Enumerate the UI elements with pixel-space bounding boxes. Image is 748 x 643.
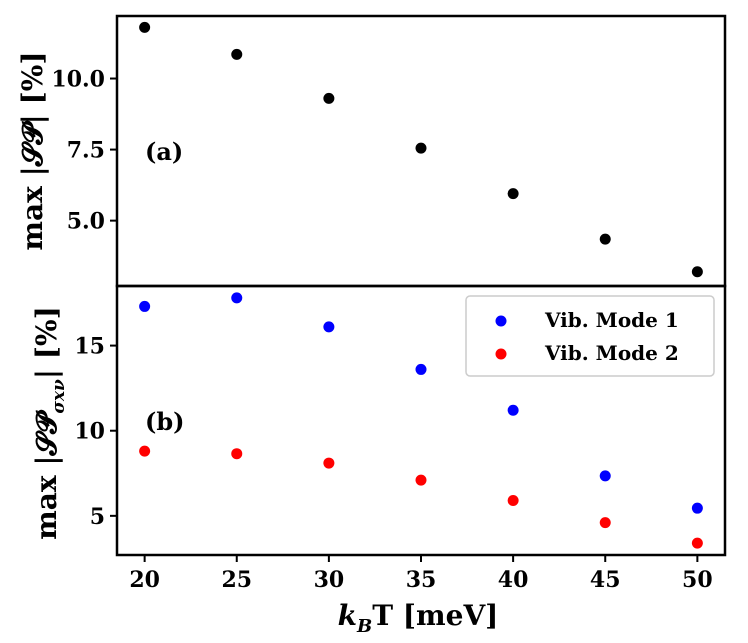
- xtick-label: 35: [406, 567, 437, 593]
- top-y-axis-label: max |𝓢𝓟| [%]: [16, 51, 49, 250]
- x-axis-label-main: k: [338, 599, 357, 632]
- top-ytick-label: 5.0: [67, 209, 105, 235]
- legend-label-mode-2: Vib. Mode 2: [544, 341, 679, 365]
- xtick-label: 30: [314, 567, 345, 593]
- bottom-series-2-point: [139, 445, 151, 457]
- x-ticks: 20 25 30 35 40 45 50: [129, 555, 713, 593]
- top-ytick-label: 10.0: [51, 67, 105, 93]
- bottom-series-2-point: [691, 537, 703, 549]
- bottom-series-1-point: [139, 300, 151, 312]
- bottom-series-1-point: [415, 363, 427, 375]
- bottom-data-points: [139, 292, 703, 549]
- bottom-ytick-label: 5: [90, 504, 105, 530]
- bottom-y-axis-label-tail: | [%]: [30, 306, 63, 379]
- bottom-series-2-point: [599, 517, 611, 529]
- top-ytick-label: 7.5: [67, 138, 105, 164]
- xtick-label: 25: [221, 567, 252, 593]
- legend-box: [465, 295, 715, 377]
- top-series-1-point: [507, 188, 519, 200]
- top-series-1-point: [599, 233, 611, 245]
- xtick-label: 45: [590, 567, 621, 593]
- top-series-1-point: [323, 92, 335, 104]
- legend: Vib. Mode 1 Vib. Mode 2: [465, 295, 715, 377]
- xtick-label: 20: [129, 567, 160, 593]
- xtick-label: 40: [498, 567, 529, 593]
- panel-label-b: (b): [145, 407, 185, 436]
- bottom-series-1-point: [691, 502, 703, 514]
- bottom-y-axis-label: max |𝓢𝓟σxν| [%]: [30, 306, 69, 540]
- bottom-y-axis-label-main: max |𝓢𝓟: [30, 409, 63, 540]
- bottom-series-2-point: [507, 495, 519, 507]
- bottom-series-2-point: [231, 448, 243, 460]
- top-series-1-point: [415, 142, 427, 154]
- x-axis-label-sub: B: [356, 616, 372, 637]
- bottom-y-ticks: 5 10 15: [74, 334, 117, 530]
- bottom-ytick-label: 10: [74, 419, 105, 445]
- top-series-1-point: [231, 48, 243, 60]
- legend-marker-mode-2: [495, 348, 507, 360]
- top-series-1-point: [691, 266, 703, 278]
- legend-label-mode-1: Vib. Mode 1: [544, 308, 679, 332]
- bottom-series-1-point: [599, 470, 611, 482]
- panel-label-a: (a): [145, 137, 183, 166]
- x-axis-label-tail: T [meV]: [372, 599, 498, 632]
- bottom-series-1-point: [507, 404, 519, 416]
- bottom-series-2-point: [415, 474, 427, 486]
- top-data-points: [139, 21, 703, 278]
- bottom-ytick-label: 15: [74, 334, 105, 360]
- xtick-label: 50: [682, 567, 713, 593]
- bottom-series-1-point: [323, 321, 335, 333]
- bottom-y-axis-label-sub: σxν: [49, 379, 69, 414]
- bottom-series-2-point: [323, 457, 335, 469]
- top-y-ticks: 5.0 7.5 10.0: [51, 67, 117, 235]
- legend-marker-mode-1: [495, 315, 507, 327]
- x-axis-label: kBT [meV]: [338, 599, 499, 637]
- top-series-1-point: [139, 21, 151, 33]
- bottom-series-1-point: [231, 292, 243, 304]
